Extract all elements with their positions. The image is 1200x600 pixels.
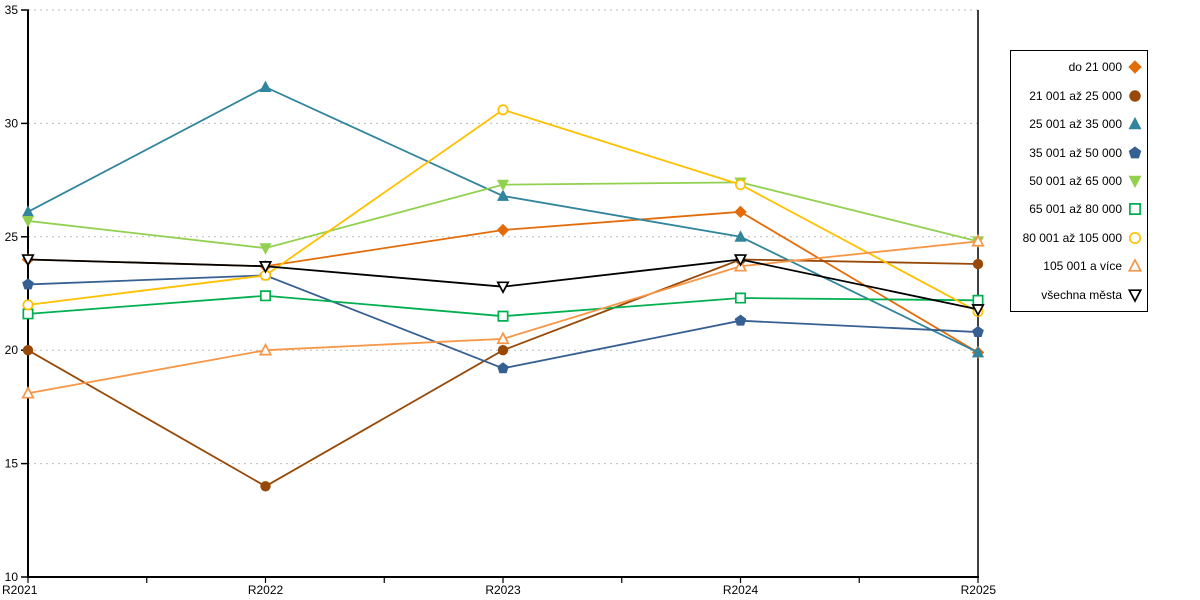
legend-item-9: všechna města: [1013, 281, 1143, 308]
data-point-s4-R2024: [734, 314, 747, 326]
x-tick-label: R2025: [961, 583, 997, 597]
square-marker-icon: [1129, 203, 1141, 216]
data-point-s8-R2021: [21, 385, 35, 399]
legend-label: 21 001 až 25 000: [1029, 88, 1122, 103]
data-point-s4-R2023: [497, 362, 509, 374]
data-point-s9-R2023: [496, 281, 510, 295]
data-point-s9-R2025: [971, 304, 985, 317]
data-point-s2-R2025: [972, 258, 984, 270]
legend-label: 80 001 až 105 000: [1022, 230, 1122, 245]
circle-marker-icon: [1129, 89, 1141, 102]
data-point-s5-R2021: [21, 216, 35, 228]
data-point-s7-R2024: [734, 179, 747, 191]
legend-label: všechna města: [1041, 287, 1122, 302]
legend-item-2: 21 001 až 25 000: [1013, 82, 1143, 109]
data-point-s5-R2022: [259, 243, 272, 255]
triangle-down-marker-icon: [1127, 289, 1143, 303]
triangle-up-marker-icon: [1128, 117, 1142, 130]
data-point-s4-R2021: [22, 278, 34, 290]
data-point-s3-R2025: [971, 345, 985, 358]
data-point-s6-R2022: [259, 290, 272, 302]
pentagon-marker-icon: [1128, 145, 1142, 158]
data-point-s8-R2023: [496, 331, 510, 345]
data-point-s3-R2021: [21, 205, 35, 217]
data-point-s6-R2024: [734, 292, 747, 304]
legend-label: 105 001 a více: [1043, 259, 1122, 274]
circle-marker-icon: [1128, 231, 1142, 244]
diamond-marker-icon: [1128, 60, 1142, 74]
data-point-s1-R2024: [734, 205, 747, 219]
data-point-s6-R2023: [497, 310, 509, 322]
data-point-s9-R2021: [21, 254, 35, 267]
data-point-s7-R2021: [22, 299, 34, 311]
legend-item-4: 35 001 až 50 000: [1013, 139, 1143, 166]
triangle-up-marker-icon: [1127, 258, 1143, 272]
series-line-7: [27, 108, 979, 313]
data-point-s8-R2025: [971, 234, 985, 247]
data-point-s4-R2025: [972, 325, 984, 338]
legend-item-3: 25 001 až 35 000: [1013, 111, 1143, 138]
data-point-s2-R2023: [497, 345, 509, 356]
triangle-down-marker-icon: [1128, 175, 1142, 189]
x-tick-label: R2023: [485, 583, 521, 597]
data-point-s5-R2023: [496, 179, 510, 192]
data-point-s7-R2023: [497, 104, 509, 116]
data-point-s1-R2023: [496, 223, 510, 237]
y-tick-label: 10: [5, 570, 19, 584]
data-point-s8-R2022: [258, 342, 273, 356]
legend-label: 50 001 až 65 000: [1029, 173, 1122, 188]
data-point-s9-R2022: [258, 261, 273, 274]
x-tick-label: R2021: [2, 583, 38, 597]
y-tick-label: 25: [5, 230, 19, 244]
y-tick-label: 20: [5, 343, 19, 357]
legend-label: 35 001 až 50 000: [1029, 145, 1122, 160]
legend-item-6: 65 001 až 80 000: [1013, 196, 1143, 223]
legend-item-1: do 21 000: [1013, 54, 1143, 81]
data-point-s3-R2023: [496, 189, 510, 201]
data-point-s2-R2022: [260, 481, 271, 492]
legend-item-8: 105 001 a více: [1013, 253, 1143, 280]
data-point-s6-R2025: [972, 294, 984, 306]
y-tick-label: 15: [5, 457, 19, 471]
chart-legend: do 21 000 21 001 až 25 000 25 001 až 35 00…: [1010, 50, 1148, 312]
legend-label: 65 001 až 80 000: [1029, 202, 1122, 217]
data-point-s3-R2024: [734, 230, 747, 242]
data-point-s3-R2022: [259, 80, 272, 93]
legend-label: 25 001 až 35 000: [1029, 117, 1122, 132]
legend-item-7: 80 001 až 105 000: [1013, 224, 1143, 251]
data-point-s6-R2021: [22, 308, 34, 320]
data-point-s9-R2024: [733, 254, 748, 267]
data-point-s2-R2021: [22, 345, 34, 356]
y-tick-label: 30: [5, 116, 19, 130]
legend-item-5: 50 001 až 65 000: [1013, 167, 1143, 194]
x-tick-label: R2022: [248, 583, 284, 597]
legend-label: do 21 000: [1068, 60, 1122, 75]
x-tick-label: R2024: [723, 583, 759, 597]
y-tick-label: 35: [5, 3, 19, 17]
